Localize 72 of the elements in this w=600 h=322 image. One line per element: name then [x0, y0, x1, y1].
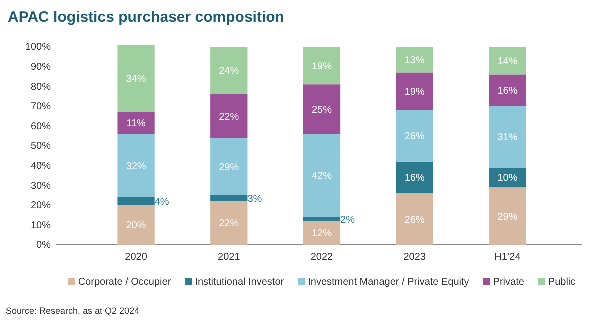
data-label: 25% — [312, 104, 332, 116]
data-label: 10% — [498, 173, 518, 184]
y-tick-label: 60% — [30, 121, 52, 132]
data-label: 26% — [404, 214, 425, 226]
y-tick-label: 20% — [30, 200, 52, 212]
data-label: 22% — [219, 112, 240, 123]
bar — [396, 194, 434, 245]
legend-label: Institutional Investor — [195, 277, 285, 288]
data-label: 2% — [340, 214, 356, 226]
bar — [396, 162, 434, 194]
bar — [118, 112, 155, 134]
y-tick-label: 80% — [30, 82, 52, 93]
y-tick-label: 10% — [30, 220, 52, 232]
data-label: 19% — [404, 87, 425, 98]
data-label: 19% — [312, 61, 332, 72]
legend-label: Investment Manager / Private Equity — [308, 277, 470, 288]
bar — [210, 46, 248, 95]
x-tick-label: 2020 — [125, 252, 148, 263]
bar — [303, 84, 341, 134]
y-tick-label: 0% — [36, 240, 52, 252]
bar — [489, 46, 526, 75]
data-label: 11% — [126, 118, 146, 130]
bar — [396, 110, 434, 162]
data-label: 16% — [498, 86, 518, 98]
y-tick-label: 50% — [30, 141, 52, 152]
y-tick-label: 70% — [30, 102, 52, 113]
data-label: 26% — [404, 132, 425, 143]
bar — [489, 188, 526, 245]
data-label: 42% — [312, 171, 332, 182]
data-label: 16% — [404, 173, 425, 184]
data-label: 3% — [248, 194, 262, 205]
bar — [396, 46, 434, 73]
data-label: 32% — [126, 161, 146, 172]
x-tick-label: H1’24 — [494, 252, 522, 263]
y-tick-label: 40% — [30, 160, 52, 172]
bar — [118, 45, 155, 112]
bar — [303, 221, 341, 245]
data-label: 20% — [126, 220, 146, 232]
x-tick-label: 2021 — [218, 252, 241, 263]
bar — [489, 168, 526, 188]
chart-title: APAC logistics purchaser composition — [8, 9, 284, 26]
y-tick-label: 100% — [25, 42, 52, 54]
legend-label: Public — [548, 277, 576, 288]
data-label: 22% — [219, 218, 240, 230]
data-label: 14% — [498, 56, 518, 68]
data-label: 34% — [126, 74, 146, 86]
x-tick-label: 2023 — [404, 252, 426, 263]
legend-label: Corporate / Occupier — [78, 277, 172, 288]
bar — [118, 134, 155, 198]
bar — [489, 74, 526, 106]
source-note: Source: Research, as at Q2 2024 — [6, 306, 140, 316]
x-tick-label: 2022 — [310, 252, 334, 263]
bar — [210, 195, 248, 202]
data-label: 29% — [498, 212, 518, 223]
bar — [303, 46, 341, 85]
bar — [210, 201, 248, 245]
data-label: 13% — [404, 55, 425, 66]
data-label: 12% — [312, 228, 332, 240]
bar — [210, 138, 248, 196]
y-tick-label: 30% — [30, 180, 52, 192]
data-label: 31% — [498, 132, 518, 144]
data-label: 4% — [154, 196, 170, 208]
bar — [303, 134, 341, 218]
data-label: 29% — [219, 162, 240, 174]
data-label: 24% — [219, 66, 240, 78]
y-tick-label: 90% — [30, 62, 52, 73]
legend-label: Private — [493, 277, 525, 288]
bar — [396, 72, 434, 110]
bar — [118, 197, 155, 206]
bar — [118, 205, 155, 245]
bar — [489, 106, 526, 168]
bar — [210, 94, 248, 138]
